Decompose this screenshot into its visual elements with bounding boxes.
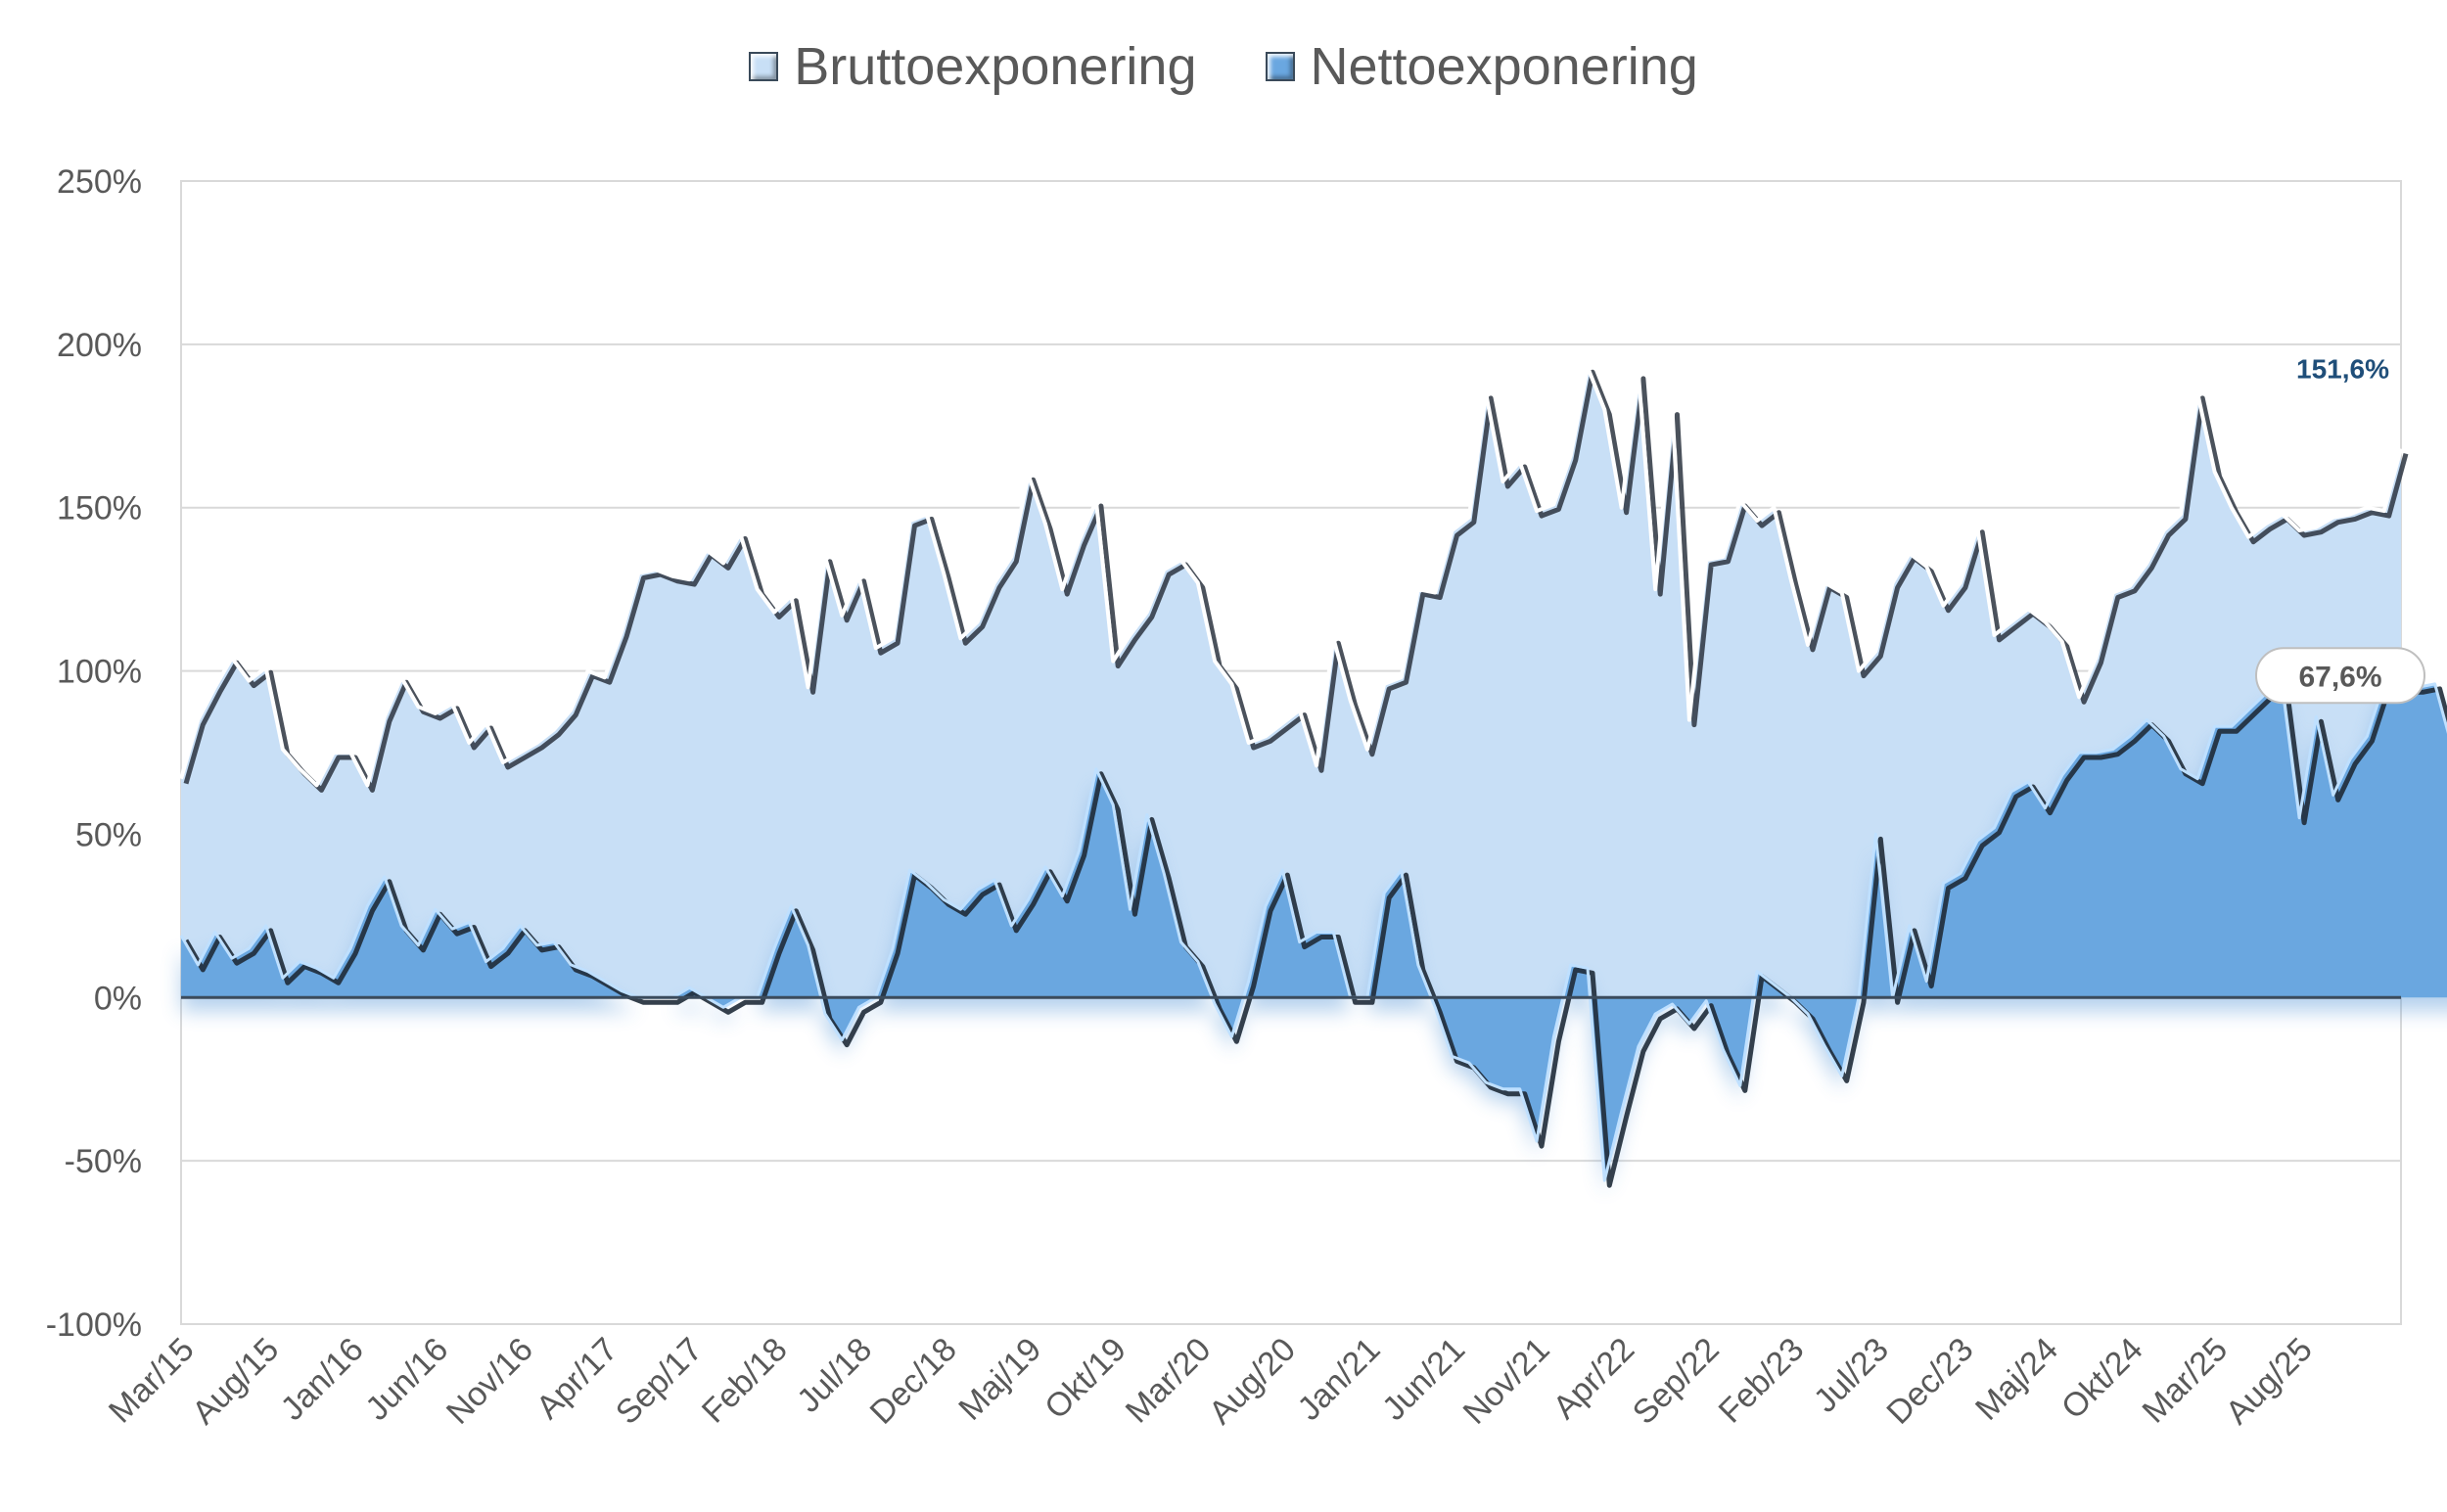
x-tick-label: Mar/20 <box>1119 1331 1219 1431</box>
x-tick-label: Jun/21 <box>1375 1331 1472 1428</box>
y-tick-label: -100% <box>46 1306 142 1344</box>
series-edge-shadow-nettoexponering <box>183 686 2447 1188</box>
x-tick-label: Mar/15 <box>102 1331 202 1431</box>
y-tick-label: 250% <box>57 163 142 201</box>
x-tick-label: Dec/23 <box>1879 1331 1980 1432</box>
legend-item-netto[interactable]: Nettoexponering <box>1265 36 1698 97</box>
legend-item-brutto[interactable]: Bruttoexponering <box>749 36 1197 97</box>
x-tick-label: Jan/21 <box>1291 1331 1388 1428</box>
y-tick-label: 150% <box>57 490 142 527</box>
y-tick-label: 50% <box>75 816 142 853</box>
x-tick-label: Apr/17 <box>530 1331 625 1427</box>
x-tick-label: Feb/23 <box>1712 1331 1812 1431</box>
x-tick-label: Sep/22 <box>1626 1331 1727 1432</box>
x-tick-label: Apr/22 <box>1547 1331 1642 1427</box>
y-tick-label: 0% <box>94 980 142 1017</box>
x-tick-label: Sep/17 <box>609 1331 710 1432</box>
x-tick-label: Jun/16 <box>358 1331 455 1428</box>
x-tick-label: Jan/16 <box>274 1331 371 1428</box>
legend: Bruttoexponering Nettoexponering <box>0 27 2447 106</box>
x-tick-label: Feb/18 <box>695 1331 795 1431</box>
series-line-bruttoexponering <box>179 365 2403 788</box>
x-tick-label: Nov/16 <box>439 1331 540 1432</box>
x-tick-label: Maj/19 <box>951 1331 1048 1428</box>
x-tick-label: Aug/15 <box>185 1331 286 1432</box>
x-tick-label: Aug/25 <box>2219 1331 2320 1432</box>
x-tick-label: Dec/18 <box>863 1331 964 1432</box>
x-tick-label: Okt/24 <box>2055 1331 2150 1427</box>
series-area-bruttoexponering[interactable] <box>181 367 2401 998</box>
legend-label-netto: Nettoexponering <box>1310 37 1698 96</box>
y-tick-label: 100% <box>57 654 142 691</box>
annotation-bruttoexponering: 151,6% <box>2296 354 2389 385</box>
x-tick-label: Maj/24 <box>1968 1331 2065 1428</box>
annotation-bubble-nettoexponering <box>2255 647 2425 705</box>
x-tick-label: Nov/21 <box>1456 1331 1557 1432</box>
y-tick-label: -50% <box>65 1143 142 1180</box>
x-tick-label: Aug/20 <box>1202 1331 1303 1432</box>
y-tick-label: 200% <box>57 327 142 364</box>
x-tick-label: Okt/19 <box>1038 1331 1133 1427</box>
annotation-nettoexponering: 67,6% <box>2298 661 2381 693</box>
legend-swatch-netto <box>1265 52 1295 81</box>
legend-label-brutto: Bruttoexponering <box>794 37 1197 96</box>
legend-swatch-brutto <box>749 52 779 81</box>
x-tick-label: Mar/25 <box>2136 1331 2236 1431</box>
